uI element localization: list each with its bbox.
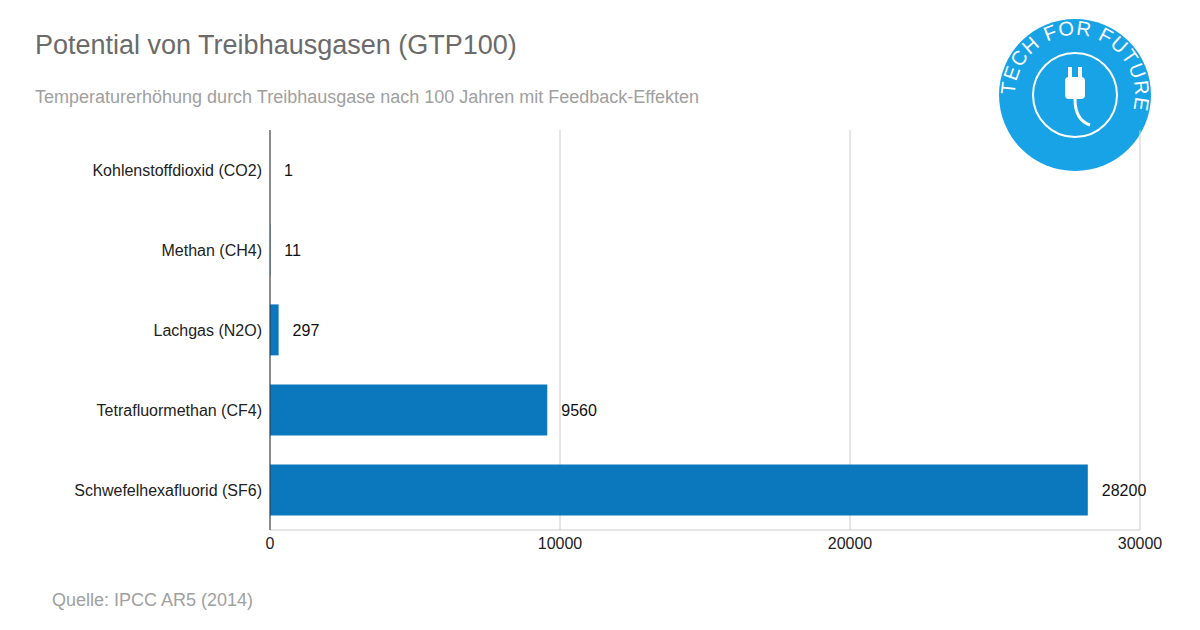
svg-text:30000: 30000 <box>1118 535 1163 552</box>
svg-text:1: 1 <box>284 162 293 179</box>
svg-text:Tetrafluormethan (CF4): Tetrafluormethan (CF4) <box>97 402 262 419</box>
svg-text:TECH FOR FUTURE: TECH FOR FUTURE <box>997 17 1154 114</box>
svg-text:297: 297 <box>293 322 320 339</box>
svg-text:Kohlenstoffdioxid (CO2): Kohlenstoffdioxid (CO2) <box>92 162 262 179</box>
svg-text:20000: 20000 <box>828 535 873 552</box>
svg-text:Schwefelhexafluorid (SF6): Schwefelhexafluorid (SF6) <box>74 482 262 499</box>
html-text:Potential von Treibhausgasen (: Potential von Treibhausgasen (GTP100) <box>35 30 517 60</box>
svg-text:Methan (CH4): Methan (CH4) <box>162 242 262 259</box>
html-text:Temperaturerhöhung durch Treib: Temperaturerhöhung durch Treibhausgase n… <box>35 87 700 107</box>
svg-text:0: 0 <box>266 535 275 552</box>
svg-text:9560: 9560 <box>561 402 597 419</box>
svg-text:10000: 10000 <box>538 535 583 552</box>
svg-text:Lachgas (N2O): Lachgas (N2O) <box>154 322 263 339</box>
svg-text:11: 11 <box>284 242 301 259</box>
html-text:Quelle: IPCC AR5 (2014): Quelle: IPCC AR5 (2014) <box>52 590 254 610</box>
svg-text:28200: 28200 <box>1102 482 1147 499</box>
